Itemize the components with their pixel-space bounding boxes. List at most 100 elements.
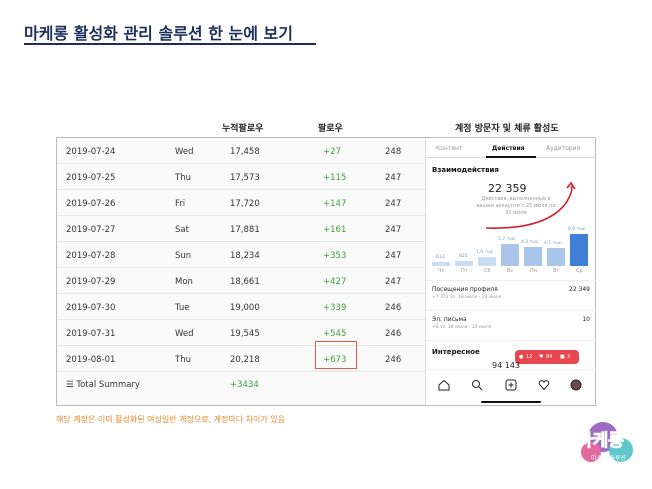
row-day: Thu	[175, 355, 191, 365]
emails-label: Эл. письма	[432, 316, 467, 323]
row-day: Sat	[175, 225, 189, 235]
profile-visits-label: Посещения профиля	[432, 286, 498, 293]
insights-tabs: Контент Действия Аудитория	[426, 138, 596, 158]
tab-content[interactable]: Контент	[436, 145, 463, 152]
row-total: 19,000	[230, 303, 260, 313]
interesting-value: 94 143	[492, 361, 520, 370]
summary-value: +3434	[230, 380, 259, 390]
summary-row: ☰ Total Summary +3434	[57, 372, 425, 405]
table-row: 2019-07-29 Mon 18,661 +427 247	[57, 268, 425, 294]
row-count: 247	[385, 251, 402, 261]
row-count: 246	[385, 303, 402, 313]
day-label: Вт	[553, 268, 560, 274]
divider	[426, 280, 596, 281]
bar-label: 6,9 тыс.	[568, 227, 587, 232]
day-label: Чт	[438, 268, 445, 274]
interactions-title: Взаимодействия	[432, 166, 499, 174]
row-day: Mon	[175, 277, 193, 287]
makerong-logo-icon: 마케롱 마스터 솔루션	[577, 422, 633, 462]
profile-visits: Посещения профиля 22 349 +7 372 vs. 18 и…	[432, 286, 590, 300]
table-row: 2019-07-27 Sat 17,881 +161 247	[57, 216, 425, 242]
row-count: 248	[385, 147, 402, 157]
badge-likes: 84	[546, 354, 553, 360]
day-label: Пн	[530, 268, 538, 274]
row-date: 2019-07-24	[66, 147, 116, 157]
divider	[426, 340, 596, 341]
row-date: 2019-07-27	[66, 225, 116, 235]
row-total: 18,661	[230, 277, 260, 287]
follower-table: 2019-07-24 Wed 17,458 +27 248 2019-07-25…	[57, 138, 425, 405]
emails-value: 10	[582, 316, 590, 323]
table-row: 2019-07-25 Thu 17,573 +115 247	[57, 164, 425, 190]
phone-screenshot: Контент Действия Аудитория Взаимодействи…	[425, 138, 596, 405]
bar-label: 4,3 тыс.	[521, 240, 540, 245]
bar	[432, 262, 450, 266]
summary-label: ☰ Total Summary	[66, 380, 140, 390]
logo-text: 마케롱	[577, 431, 624, 451]
bar	[478, 257, 496, 266]
table-row: 2019-08-01 Thu 20,218 +673 246	[57, 346, 425, 372]
highlight-box	[315, 341, 357, 369]
bar	[547, 248, 565, 266]
row-delta: +353	[323, 251, 347, 261]
camera-icon: ■	[560, 354, 565, 360]
row-count: 247	[385, 173, 402, 183]
interactions-bar-chart: 613 820 1,6 тыс. 5,7 тыс. 4,3 тыс. 4,1 т…	[426, 226, 596, 266]
footnote: 해당 계정은 이미 활성화된 여성일반 계정으로, 계정마다 차이가 있음	[56, 415, 285, 424]
add-post-icon[interactable]	[505, 379, 517, 391]
bar-label: 820	[459, 254, 468, 259]
table-row: 2019-07-24 Wed 17,458 +27 248	[57, 138, 425, 164]
row-delta: +161	[323, 225, 347, 235]
row-date: 2019-07-30	[66, 303, 116, 313]
bar-label: 613	[436, 255, 445, 260]
row-day: Thu	[175, 173, 191, 183]
row-total: 18,234	[230, 251, 260, 261]
row-total: 17,573	[230, 173, 260, 183]
day-label: Сб	[484, 268, 491, 274]
row-count: 247	[385, 225, 402, 235]
row-total: 17,720	[230, 199, 260, 209]
day-label: Пт	[461, 268, 468, 274]
title-underline	[24, 43, 316, 45]
search-icon[interactable]	[471, 379, 483, 391]
home-indicator	[481, 401, 541, 403]
row-day: Fri	[175, 199, 186, 209]
row-day: Sun	[175, 251, 192, 261]
tab-actions[interactable]: Действия	[492, 145, 525, 152]
emails-detail: +6 vs. 18 июля - 24 июля	[432, 325, 492, 330]
day-label: Ср	[576, 268, 583, 274]
row-delta: +115	[323, 173, 347, 183]
row-date: 2019-07-31	[66, 329, 116, 339]
profile-visits-detail: +7 372 vs. 18 июля - 24 июля	[432, 295, 502, 300]
row-date: 2019-07-26	[66, 199, 116, 209]
home-icon[interactable]	[438, 379, 450, 391]
profile-avatar-icon[interactable]	[570, 379, 582, 391]
table-row: 2019-07-31 Wed 19,545 +545 246	[57, 320, 425, 346]
header-activity: 계정 방문자 및 체류 활성도	[455, 124, 559, 134]
row-delta: +545	[323, 329, 347, 339]
bar	[524, 247, 542, 266]
notification-badge[interactable]: ● 12 ♥ 84 ■ 3	[515, 350, 579, 364]
active-tab-indicator	[486, 156, 536, 158]
row-count: 246	[385, 355, 402, 365]
divider	[426, 310, 596, 311]
stats-panel: 2019-07-24 Wed 17,458 +27 248 2019-07-25…	[56, 137, 596, 406]
logo-subtext: 마스터 솔루션	[591, 454, 626, 462]
heart-icon: ♥	[539, 354, 544, 360]
row-date: 2019-07-25	[66, 173, 116, 183]
row-total: 20,218	[230, 355, 260, 365]
header-followers: 누적팔로우	[222, 124, 264, 134]
row-total: 17,458	[230, 147, 260, 157]
interactions-subtitle: Действия, выполненные в вашем аккаунте с…	[476, 196, 556, 216]
row-total: 17,881	[230, 225, 260, 235]
list-icon: ☰	[66, 380, 77, 390]
heart-icon[interactable]	[538, 379, 550, 391]
row-delta: +339	[323, 303, 347, 313]
tab-audience[interactable]: Аудитория	[546, 145, 581, 152]
table-row: 2019-07-26 Fri 17,720 +147 247	[57, 190, 425, 216]
row-day: Wed	[175, 329, 194, 339]
row-day: Tue	[175, 303, 190, 313]
row-delta: +673	[323, 355, 347, 365]
interesting-title: Интересное	[432, 348, 480, 356]
emails: Эл. письма 10 +6 vs. 18 июля - 24 июля	[432, 316, 590, 330]
